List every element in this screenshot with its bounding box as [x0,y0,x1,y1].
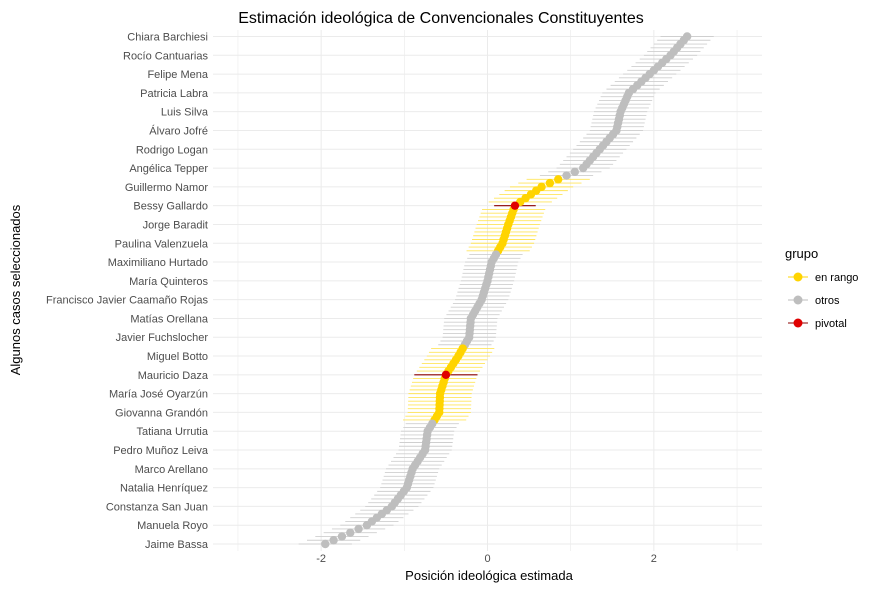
estimate-point [346,528,355,537]
y-tick-label: Maximiliano Hurtado [108,257,208,269]
y-tick-label: Manuela Royo [137,520,208,532]
x-tick-labels: -2 0 2 [316,553,657,565]
estimate-point [545,178,555,188]
y-tick-label: Jorge Baradit [143,219,208,231]
estimate-point [354,524,363,534]
legend-label-en-rango: en rango [815,272,858,284]
y-tick-label: Paulina Valenzuela [115,238,209,250]
y-tick-label: Giovanna Grandón [115,407,208,419]
y-tick-label: Patricia Labra [140,88,209,100]
intervals [298,36,714,545]
y-tick-label: Jaime Bassa [145,539,209,551]
y-tick-label: Guillermo Namor [125,182,208,194]
y-tick-label: Rodrigo Logan [136,144,208,156]
x-tick-label: 0 [484,553,490,565]
y-tick-label: Francisco Javier Caamaño Rojas [46,295,209,307]
y-tick-label: María José Oyarzún [109,389,208,401]
pivotal-point [441,370,451,380]
y-tick-label: Miguel Botto [147,351,208,363]
legend-item-en-rango: en rango [788,272,858,284]
legend: grupo en rango otros pivotal [785,246,858,330]
y-tick-label: Angélica Tepper [129,163,208,175]
y-tick-label: Álvaro Jofré [149,124,208,137]
y-tick-label: Tatiana Urrutia [136,426,208,438]
y-tick-label: Bessy Gallardo [133,201,208,213]
estimate-point [321,539,330,549]
pivotal-point [510,201,520,210]
y-tick-label: Constanza San Juan [106,501,208,513]
x-tick-label: -2 [316,553,326,565]
y-tick-label: Natalia Henríquez [120,483,208,495]
y-tick-label: Felipe Mena [147,69,208,81]
legend-key-en-rango [793,272,803,282]
y-tick-label: Mauricio Daza [138,370,209,382]
estimate-point [337,532,347,541]
y-tick-labels: Chiara Barchiesi Rocío Cantuarias Felipe M… [46,32,209,552]
points [321,32,692,549]
legend-item-pivotal: pivotal [788,318,847,330]
y-tick-label: Matías Orellana [130,313,209,325]
estimate-point [362,521,372,530]
x-axis-label: Posición ideológica estimada [405,568,573,583]
estimate-point [562,171,571,180]
legend-item-otros: otros [788,295,840,307]
estimate-point [554,175,563,184]
y-tick-label: Pedro Muñoz Leiva [113,445,209,457]
legend-key-pivotal [793,318,803,328]
x-tick-label: 2 [651,553,657,565]
y-tick-label: Javier Fuchslocher [116,332,209,344]
y-tick-label: María Quinteros [129,276,208,288]
y-axis-label: Algunos casos seleccionados [8,204,23,375]
legend-label-pivotal: pivotal [815,318,847,330]
chart-title: Estimación ideológica de Convencionales … [238,10,644,27]
y-tick-label: Luis Silva [161,107,209,119]
estimate-point [570,167,580,177]
legend-key-otros [793,295,803,305]
legend-label-otros: otros [815,295,840,307]
estimate-point [578,163,588,173]
y-tick-label: Marco Arellano [135,464,208,476]
y-tick-label: Rocío Cantuarias [123,50,208,62]
estimate-point [329,536,338,545]
legend-title: grupo [785,246,818,261]
y-tick-label: Chiara Barchiesi [127,32,208,44]
